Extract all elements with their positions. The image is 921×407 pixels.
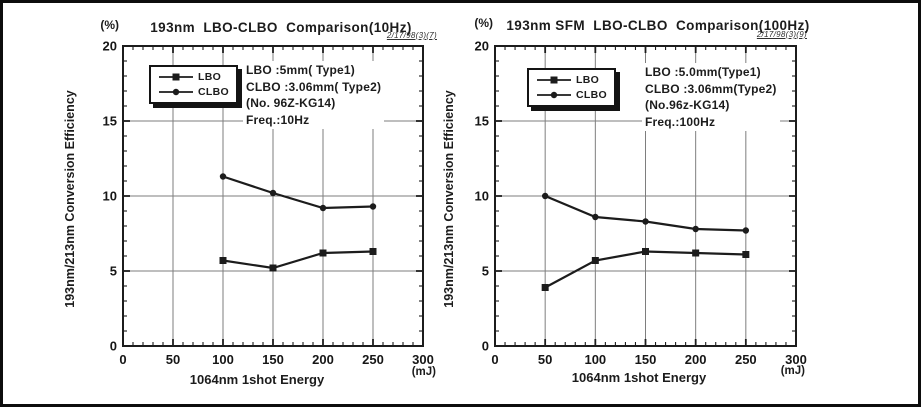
chart-title: 193nm SFM LBO-CLBO Comparison(100Hz): [506, 18, 810, 34]
square-marker-icon: [159, 73, 193, 81]
annotation-line: LBO :5mm( Type1): [246, 63, 355, 77]
x-axis-title: 1064nm 1shot Energy: [189, 372, 325, 387]
data-point-circle: [269, 189, 277, 197]
y-axis-unit-label: (%): [100, 18, 119, 32]
data-point-circle: [541, 192, 549, 200]
annotation-line: CLBO :3.06mm( Type2): [246, 79, 382, 94]
data-point-square: [742, 251, 750, 258]
x-tick-label: 100: [212, 352, 234, 367]
annotation-line: LBO :5.0mm(Type1): [645, 65, 761, 79]
x-tick-label: 200: [312, 352, 334, 367]
y-tick-label: 15: [102, 113, 117, 129]
data-point-circle: [369, 203, 377, 210]
data-point-circle: [742, 227, 750, 234]
y-tick-label: 10: [102, 188, 117, 204]
legend-label: CLBO: [576, 89, 607, 101]
circle-marker-icon: [159, 88, 193, 96]
legend-item-lbo: LBO: [158, 71, 229, 83]
data-point-square: [369, 248, 377, 255]
legend-item-lbo: LBO: [536, 74, 607, 86]
annotation-line: (No. 96Z-KG14): [246, 96, 336, 110]
data-point-square: [591, 257, 599, 264]
data-point-circle: [592, 213, 599, 221]
x-tick-label: 50: [165, 352, 181, 367]
x-tick-label: 150: [262, 352, 284, 367]
data-point-square: [219, 257, 227, 264]
x-tick-label: 150: [634, 352, 657, 367]
legend-box: LBO CLBO: [527, 68, 616, 107]
legend-item-clbo: CLBO: [158, 86, 229, 98]
data-point-circle: [692, 225, 699, 233]
plot-date-stamp: 2/17/98(3)(9): [756, 30, 807, 39]
legend-label: CLBO: [198, 86, 229, 98]
plot-series-layer: [541, 192, 750, 291]
legend-label: LBO: [198, 71, 222, 83]
series-line-lbo: [222, 250, 374, 270]
data-point-square: [269, 264, 277, 272]
annotation-line: Freq.:100Hz: [645, 114, 716, 129]
data-point-circle: [319, 204, 327, 212]
x-tick-label: 0: [119, 352, 127, 367]
annotation-box: LBO :5mm( Type1) CLBO :3.06mm( Type2) (No.…: [243, 61, 385, 129]
y-tick-label: 5: [481, 263, 489, 279]
data-point-square: [692, 249, 700, 257]
annotation-line: (No.96z-KG14): [645, 98, 730, 112]
x-tick-label: 300: [785, 352, 807, 367]
annotation-line: CLBO :3.06mm(Type2): [645, 81, 777, 96]
x-tick-label: 250: [734, 352, 757, 367]
y-tick-label: 10: [474, 188, 489, 204]
legend-label: LBO: [576, 74, 600, 86]
data-point-square: [642, 248, 649, 255]
y-tick-label: 0: [481, 338, 489, 354]
data-point-square: [319, 249, 327, 257]
series-line-lbo: [544, 250, 746, 289]
annotation-box: LBO :5.0mm(Type1) CLBO :3.06mm(Type2) (No.…: [642, 63, 780, 131]
chart-panel-10hz: 193nm LBO-CLBO Comparison(10Hz) (%) 2/17…: [3, 3, 918, 404]
chart-panel-100hz: 193nm SFM LBO-CLBO Comparison(100Hz) (%)…: [3, 3, 918, 404]
y-tick-label: 20: [102, 38, 117, 54]
x-axis-unit-label: (mJ): [780, 365, 805, 377]
series-line-clbo: [222, 175, 374, 210]
plot-date-stamp: 2/17/98(3)(7): [386, 31, 437, 40]
data-point-square: [541, 284, 549, 291]
x-tick-label: 250: [362, 352, 384, 367]
y-tick-label: 15: [474, 113, 489, 129]
circle-marker-icon: [537, 91, 571, 99]
plot-series-layer: [219, 173, 377, 272]
x-tick-label: 200: [684, 352, 707, 367]
y-tick-label: 5: [109, 263, 117, 279]
series-line-clbo: [544, 194, 746, 232]
y-tick-label: 0: [109, 338, 117, 354]
x-axis-unit-label: (mJ): [411, 366, 436, 378]
x-tick-label: 50: [537, 352, 553, 367]
data-point-circle: [219, 173, 227, 180]
legend-box: LBO CLBO: [149, 65, 238, 104]
annotation-line: Freq.:10Hz: [246, 112, 310, 127]
square-marker-icon: [537, 76, 571, 84]
x-tick-label: 100: [584, 352, 607, 367]
y-axis-unit-label: (%): [474, 16, 493, 30]
chart-title: 193nm LBO-CLBO Comparison(10Hz): [150, 20, 412, 36]
x-axis-title: 1064nm 1shot Energy: [571, 370, 707, 385]
x-tick-label: 0: [491, 352, 499, 367]
y-tick-label: 20: [474, 38, 489, 54]
legend-item-clbo: CLBO: [536, 89, 607, 101]
x-tick-label: 300: [412, 352, 434, 367]
data-point-circle: [642, 218, 649, 225]
